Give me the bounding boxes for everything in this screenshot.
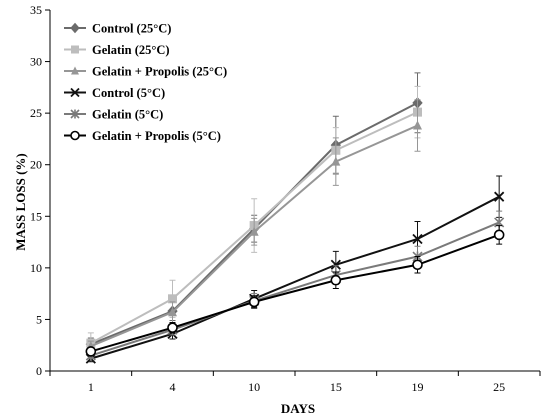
x-tick-label-25: 25 (493, 380, 505, 394)
legend-label-0: Control (25°C) (92, 22, 171, 36)
legend-marker-3 (70, 87, 80, 98)
y-tick-label-30: 30 (30, 55, 42, 69)
data-point-s2-4 (413, 120, 422, 130)
data-point-s2-3 (331, 156, 341, 166)
data-point-s3-3 (330, 259, 341, 270)
x-tick-label-15: 15 (330, 380, 342, 394)
data-point-s5-3 (330, 274, 342, 286)
legend-marker-0 (70, 22, 80, 34)
legend-label-5: Gelatin + Propolis (5°C) (92, 129, 221, 143)
data-point-s5-2 (248, 296, 260, 308)
x-tick-label-4: 4 (170, 380, 176, 394)
y-tick-label-35: 35 (30, 3, 42, 17)
data-point-s1-1 (168, 294, 177, 304)
y-axis-title: MASS LOSS (%) (13, 153, 28, 251)
legend-label-3: Control (5°C) (92, 86, 165, 100)
y-tick-label-20: 20 (30, 158, 42, 172)
legend-marker-2 (71, 66, 79, 75)
data-point-s3-5 (494, 191, 505, 202)
y-tick-label-15: 15 (30, 209, 42, 223)
data-point-s2-2 (249, 226, 259, 236)
legend-label-4: Gelatin (5°C) (92, 108, 163, 122)
data-point-s5-5 (493, 229, 505, 241)
legend-label-1: Gelatin (25°C) (92, 43, 170, 57)
series-line-5 (90, 233, 500, 353)
x-axis-title: DAYS (281, 401, 315, 416)
data-point-s5-1 (167, 322, 178, 333)
series-line-3 (90, 195, 500, 360)
x-tick-label-1: 1 (88, 380, 94, 394)
y-tick-label-25: 25 (30, 106, 42, 120)
y-tick-label-0: 0 (36, 364, 42, 378)
series-line-4 (90, 221, 500, 357)
y-tick-label-5: 5 (36, 312, 42, 326)
x-tick-label-19: 19 (412, 380, 424, 394)
x-tick-label-10: 10 (248, 380, 260, 394)
legend-marker-5 (70, 130, 80, 141)
legend-marker-4 (70, 109, 80, 119)
data-point-s5-4 (412, 259, 423, 271)
data-point-s3-4 (412, 233, 423, 245)
data-point-s2-1 (168, 307, 177, 317)
y-tick-label-10: 10 (30, 261, 42, 275)
data-point-s5-0 (85, 346, 97, 357)
legend-marker-1 (71, 45, 79, 54)
legend-label-2: Gelatin + Propolis (25°C) (92, 65, 227, 79)
